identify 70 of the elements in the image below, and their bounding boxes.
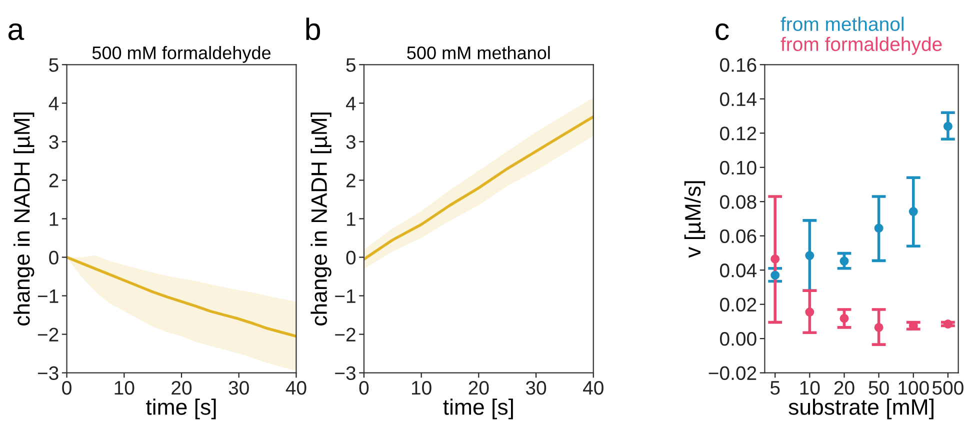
x-axis-title: substrate [mM] — [788, 398, 934, 420]
x-tick-label: 30 — [526, 380, 546, 395]
x-tick-label: 10 — [800, 380, 820, 395]
x-tick-label: 10 — [114, 380, 134, 395]
text: c — [716, 23, 729, 40]
x-tick-label: 500 — [932, 380, 964, 395]
point — [943, 320, 952, 329]
y-tick-label: 0 — [49, 250, 58, 264]
point — [874, 322, 884, 332]
y-tick-label: 1 — [347, 212, 356, 226]
text: from formaldehyde — [780, 36, 942, 55]
chart-title: 500 mM methanol — [407, 46, 550, 60]
x-axis-title: time [s] — [443, 398, 513, 420]
point — [805, 308, 814, 317]
y-tick-label: −3 — [38, 366, 58, 380]
y-tick-label: 0.10 — [720, 160, 756, 175]
line-series — [66, 256, 296, 338]
y-axis-title: change in NADH [µM] — [310, 112, 332, 326]
y-tick-label: 4 — [346, 96, 356, 110]
y-tick-label: 2 — [49, 174, 58, 188]
x-tick-label: 10 — [412, 380, 432, 395]
text: b — [306, 18, 320, 40]
x-tick-label: 20 — [468, 380, 489, 395]
y-tick-label: 5 — [346, 58, 356, 72]
y-tick-label: 0 — [346, 250, 356, 264]
text: a — [8, 23, 24, 40]
x-tick-label: 50 — [868, 380, 889, 395]
x-tick-label: 5 — [770, 381, 780, 395]
y-tick-label: −1 — [335, 289, 356, 303]
y-tick-label: 3 — [346, 135, 356, 149]
chart-title: 500 mM formaldehyde — [92, 46, 271, 63]
point — [943, 122, 952, 131]
x-tick-label: 40 — [286, 380, 306, 395]
point — [805, 251, 814, 260]
line-series — [364, 115, 594, 261]
y-tick-label: 3 — [49, 135, 58, 149]
point — [874, 224, 884, 233]
y-tick-label: 0.08 — [720, 195, 756, 209]
point — [770, 270, 780, 280]
point — [908, 207, 918, 216]
y-tick-label: 0.00 — [720, 332, 756, 346]
x-tick-label: 0 — [359, 380, 369, 395]
y-tick-label: 0.16 — [720, 58, 756, 72]
y-tick-label: −0.02 — [708, 366, 756, 380]
y-tick-label: 5 — [49, 58, 58, 72]
y-tick-label: 0.04 — [720, 264, 757, 278]
text: from methanol — [780, 16, 904, 32]
y-tick-label: −3 — [335, 366, 356, 380]
x-tick-label: 40 — [583, 380, 604, 395]
point — [840, 314, 849, 323]
y-tick-label: 0.14 — [720, 92, 757, 106]
y-tick-label: −2 — [38, 328, 58, 342]
y-axis-title: v [µM/s] — [684, 181, 706, 258]
x-tick-label: 30 — [228, 380, 249, 395]
x-tick-label: 100 — [898, 380, 929, 395]
x-axis-title: time [s] — [146, 398, 216, 420]
y-tick-label: −2 — [335, 328, 356, 342]
y-tick-label: −1 — [38, 289, 58, 303]
x-tick-label: 20 — [172, 380, 192, 395]
y-tick-label: 0.02 — [720, 298, 756, 312]
y-tick-label: 0.12 — [720, 126, 756, 140]
y-axis-title: change in NADH [µM] — [13, 112, 34, 326]
y-tick-label: 0.06 — [720, 229, 756, 244]
y-tick-label: 2 — [346, 174, 356, 188]
point — [840, 256, 849, 266]
x-tick-label: 20 — [834, 380, 854, 395]
point — [770, 254, 780, 264]
x-tick-label: 0 — [62, 380, 72, 395]
y-tick-label: 1 — [50, 212, 58, 226]
y-tick-label: 4 — [48, 96, 59, 110]
